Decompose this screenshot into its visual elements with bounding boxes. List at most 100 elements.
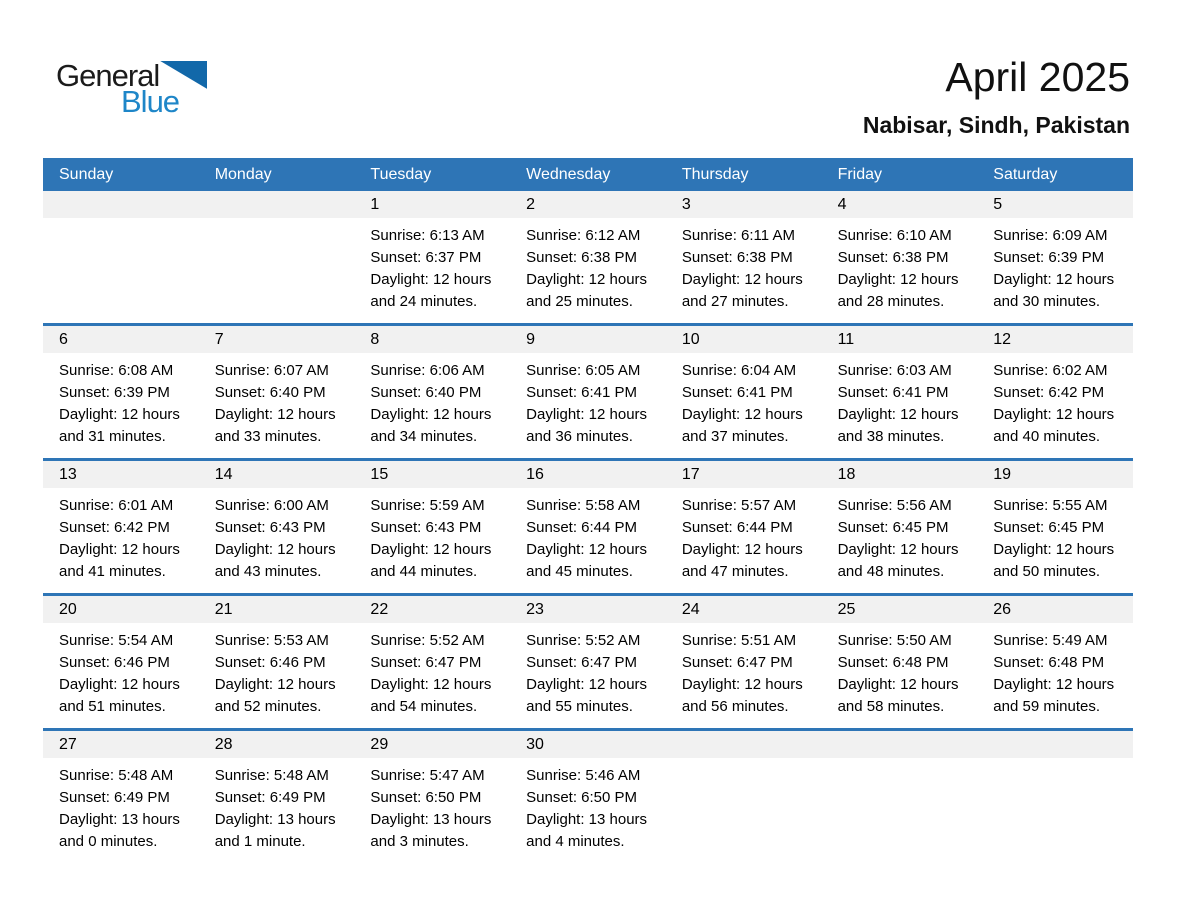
day-daylight: Daylight: 12 hours and 54 minutes. [370, 676, 492, 715]
day-sunset: Sunset: 6:47 PM [526, 654, 638, 671]
day-daylight: Daylight: 12 hours and 48 minutes. [837, 541, 959, 580]
day-cell-14: 14 Sunrise: 6:00 AM Sunset: 6:43 PM Dayligh… [198, 461, 355, 593]
day-sunrise: Sunrise: 6:01 AM [59, 497, 174, 514]
calendar-table: Sunday Monday Tuesday Wednesday Thursday Frid… [43, 158, 1133, 863]
weekday-header-friday: Friday [837, 166, 883, 183]
day-number: 16 [510, 461, 666, 488]
weekday-header-row: Sunday Monday Tuesday Wednesday Thursday Frid… [43, 158, 1133, 191]
day-daylight: Daylight: 12 hours and 41 minutes. [59, 541, 180, 580]
day-details: Sunrise: 5:51 AM Sunset: 6:47 PM Daylight:… [666, 623, 822, 728]
weekday-header-thursday: Thursday [681, 166, 749, 183]
day-details [977, 758, 1133, 863]
day-sunset: Sunset: 6:50 PM [526, 789, 638, 806]
day-number [43, 191, 199, 218]
day-daylight: Daylight: 12 hours and 28 minutes. [837, 271, 959, 310]
day-details: Sunrise: 6:09 AM Sunset: 6:39 PM Daylight:… [977, 218, 1133, 323]
day-number: 22 [354, 596, 511, 623]
day-details: Sunrise: 6:07 AM Sunset: 6:40 PM Daylight:… [199, 353, 355, 458]
day-sunset: Sunset: 6:41 PM [837, 384, 949, 401]
day-sunrise: Sunrise: 5:57 AM [681, 497, 797, 514]
day-number: 28 [198, 731, 355, 758]
day-details: Sunrise: 5:48 AM Sunset: 6:49 PM Daylight:… [43, 758, 199, 863]
day-details: Sunrise: 6:02 AM Sunset: 6:42 PM Daylight:… [977, 353, 1133, 458]
empty-day-cell [198, 191, 355, 323]
day-details: Sunrise: 6:13 AM Sunset: 6:37 PM Daylight:… [354, 218, 510, 323]
day-daylight: Daylight: 12 hours and 56 minutes. [681, 676, 803, 715]
day-sunrise: Sunrise: 6:10 AM [837, 227, 952, 244]
day-details: Sunrise: 6:04 AM Sunset: 6:41 PM Daylight:… [666, 353, 822, 458]
day-details: Sunrise: 6:03 AM Sunset: 6:41 PM Daylight:… [822, 353, 978, 458]
day-sunrise: Sunrise: 5:49 AM [993, 632, 1108, 649]
day-number: 2 [510, 191, 666, 218]
day-cell-20: 20 Sunrise: 5:54 AM Sunset: 6:46 PM Dayligh… [43, 596, 199, 728]
day-number [198, 191, 355, 218]
day-sunrise: Sunrise: 5:56 AM [837, 497, 952, 514]
day-cell-5: 5 Sunrise: 6:09 AM Sunset: 6:39 PM Daylight… [977, 191, 1133, 323]
day-daylight: Daylight: 12 hours and 24 minutes. [370, 271, 492, 310]
day-number: 21 [198, 596, 355, 623]
day-details: Sunrise: 6:00 AM Sunset: 6:43 PM Daylight:… [199, 488, 355, 593]
day-daylight: Daylight: 12 hours and 43 minutes. [214, 541, 336, 580]
day-cell-4: 4 Sunrise: 6:10 AM Sunset: 6:38 PM Daylight… [821, 191, 978, 323]
empty-day-cell [43, 191, 199, 323]
day-sunset: Sunset: 6:50 PM [370, 789, 482, 806]
day-sunrise: Sunrise: 6:04 AM [681, 362, 797, 379]
day-sunset: Sunset: 6:49 PM [59, 789, 170, 806]
weekday-header-saturday: Saturday [993, 166, 1058, 183]
day-cell-19: 19 Sunrise: 5:55 AM Sunset: 6:45 PM Dayligh… [977, 461, 1133, 593]
day-daylight: Daylight: 12 hours and 30 minutes. [993, 271, 1115, 310]
day-number: 29 [354, 731, 511, 758]
day-cell-23: 23 Sunrise: 5:52 AM Sunset: 6:47 PM Dayligh… [510, 596, 666, 728]
day-sunrise: Sunrise: 5:55 AM [993, 497, 1108, 514]
week-row-5: 27 Sunrise: 5:48 AM Sunset: 6:49 PM Dayligh… [43, 728, 1133, 863]
day-sunset: Sunset: 6:46 PM [59, 654, 170, 671]
day-number [665, 731, 822, 758]
day-daylight: Daylight: 12 hours and 44 minutes. [370, 541, 492, 580]
day-number: 19 [977, 461, 1133, 488]
day-cell-28: 28 Sunrise: 5:48 AM Sunset: 6:49 PM Dayligh… [198, 731, 355, 863]
day-sunrise: Sunrise: 5:48 AM [59, 767, 174, 784]
day-sunset: Sunset: 6:40 PM [370, 384, 482, 401]
day-sunset: Sunset: 6:43 PM [370, 519, 482, 536]
day-cell-2: 2 Sunrise: 6:12 AM Sunset: 6:38 PM Daylight… [510, 191, 666, 323]
day-daylight: Daylight: 12 hours and 33 minutes. [214, 406, 336, 445]
day-number [977, 731, 1133, 758]
day-daylight: Daylight: 12 hours and 34 minutes. [370, 406, 492, 445]
day-daylight: Daylight: 12 hours and 50 minutes. [993, 541, 1115, 580]
weekday-header-wednesday: Wednesday [526, 166, 611, 183]
day-daylight: Daylight: 12 hours and 40 minutes. [993, 406, 1115, 445]
day-details: Sunrise: 6:12 AM Sunset: 6:38 PM Daylight:… [510, 218, 666, 323]
week-row-3: 13 Sunrise: 6:01 AM Sunset: 6:42 PM Dayligh… [43, 458, 1133, 593]
day-details: Sunrise: 5:50 AM Sunset: 6:48 PM Daylight:… [822, 623, 978, 728]
day-number: 14 [198, 461, 355, 488]
day-details [666, 758, 822, 863]
day-daylight: Daylight: 12 hours and 58 minutes. [837, 676, 959, 715]
day-cell-3: 3 Sunrise: 6:11 AM Sunset: 6:38 PM Daylight… [665, 191, 822, 323]
day-cell-16: 16 Sunrise: 5:58 AM Sunset: 6:44 PM Dayligh… [510, 461, 666, 593]
day-daylight: Daylight: 12 hours and 38 minutes. [837, 406, 959, 445]
day-cell-27: 27 Sunrise: 5:48 AM Sunset: 6:49 PM Dayligh… [43, 731, 199, 863]
day-sunrise: Sunrise: 5:52 AM [526, 632, 641, 649]
day-sunrise: Sunrise: 6:08 AM [59, 362, 174, 379]
day-sunset: Sunset: 6:38 PM [837, 249, 949, 266]
day-sunset: Sunset: 6:45 PM [993, 519, 1105, 536]
day-daylight: Daylight: 13 hours and 0 minutes. [59, 811, 180, 850]
day-sunrise: Sunrise: 5:58 AM [526, 497, 641, 514]
day-sunset: Sunset: 6:46 PM [214, 654, 326, 671]
day-cell-25: 25 Sunrise: 5:50 AM Sunset: 6:48 PM Dayligh… [821, 596, 978, 728]
day-details: Sunrise: 5:58 AM Sunset: 6:44 PM Daylight:… [510, 488, 666, 593]
day-cell-1: 1 Sunrise: 6:13 AM Sunset: 6:37 PM Daylight… [354, 191, 511, 323]
day-sunrise: Sunrise: 5:59 AM [370, 497, 485, 514]
day-details: Sunrise: 5:53 AM Sunset: 6:46 PM Daylight:… [199, 623, 355, 728]
day-sunrise: Sunrise: 6:12 AM [526, 227, 641, 244]
day-number: 17 [665, 461, 822, 488]
logo-top-row: General [56, 60, 208, 91]
day-daylight: Daylight: 13 hours and 4 minutes. [526, 811, 648, 850]
day-sunrise: Sunrise: 5:50 AM [837, 632, 952, 649]
day-number: 8 [354, 326, 511, 353]
day-sunrise: Sunrise: 5:48 AM [214, 767, 329, 784]
day-number: 10 [665, 326, 822, 353]
day-sunrise: Sunrise: 6:00 AM [214, 497, 329, 514]
day-sunset: Sunset: 6:43 PM [214, 519, 326, 536]
day-sunset: Sunset: 6:48 PM [837, 654, 949, 671]
